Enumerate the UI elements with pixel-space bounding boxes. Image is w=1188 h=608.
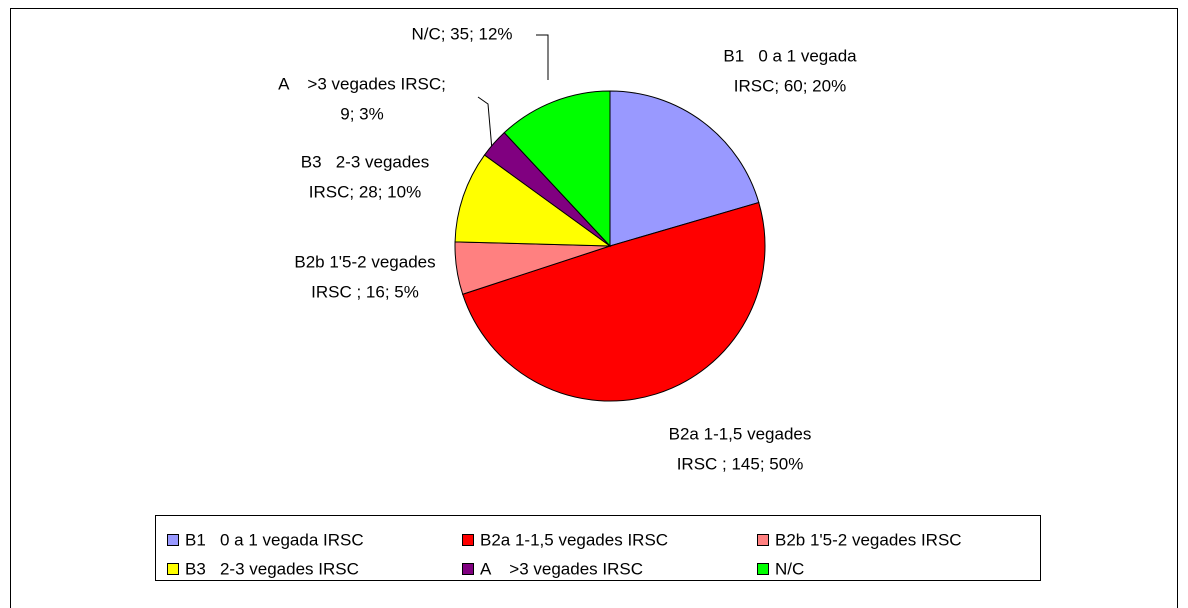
pie-slice <box>503 90 611 248</box>
pie-slice <box>462 201 766 402</box>
data-label: B1 0 a 1 vegada <box>723 46 857 65</box>
data-label: 9; 3% <box>340 104 383 123</box>
pie-slice <box>454 154 612 247</box>
pie-slice <box>609 90 760 247</box>
data-label: A >3 vegades IRSC; <box>278 74 446 93</box>
legend-label: A >3 vegades IRSC <box>480 559 643 578</box>
data-label: IRSC ; 16; 5% <box>311 282 419 301</box>
legend-swatch <box>167 534 179 546</box>
legend-label: B2b 1'5-2 vegades IRSC <box>775 530 962 549</box>
legend-box <box>155 515 1041 581</box>
legend-label: B3 2-3 vegades IRSC <box>185 559 359 578</box>
legend-label: B1 0 a 1 vegada IRSC <box>185 530 364 549</box>
legend-swatch <box>757 563 769 575</box>
data-label: N/C; 35; 12% <box>411 24 512 43</box>
legend-swatch <box>462 563 474 575</box>
data-label: B2b 1'5-2 vegades <box>294 252 435 271</box>
data-label: B3 2-3 vegades <box>301 152 430 171</box>
leader-line <box>477 96 493 151</box>
legend-swatch <box>462 534 474 546</box>
legend-swatch <box>757 534 769 546</box>
leader-line <box>536 34 549 80</box>
data-label: IRSC ; 145; 50% <box>677 454 804 473</box>
legend-label: N/C <box>775 559 804 578</box>
data-label: B2a 1-1,5 vegades <box>669 424 812 443</box>
data-label: IRSC; 28; 10% <box>309 182 421 201</box>
legend-label: B2a 1-1,5 vegades IRSC <box>480 530 668 549</box>
legend-swatch <box>167 563 179 575</box>
data-label: IRSC; 60; 20% <box>734 76 846 95</box>
